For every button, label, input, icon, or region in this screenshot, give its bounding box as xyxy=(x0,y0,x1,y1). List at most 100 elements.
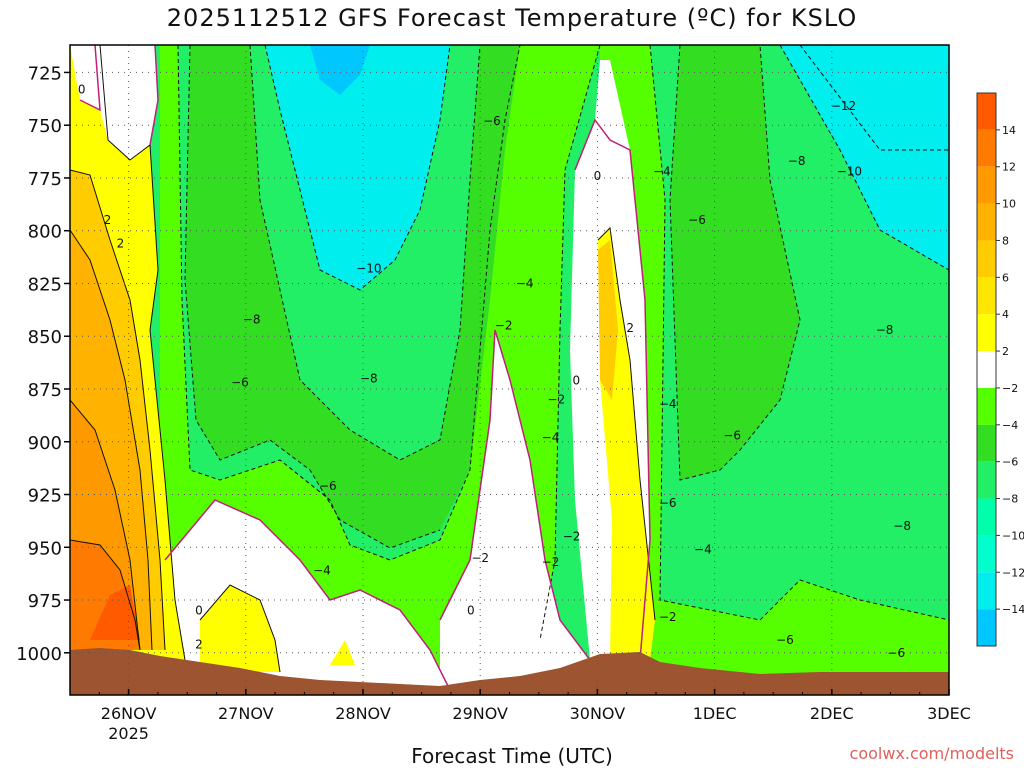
contour-neg-6 xyxy=(649,45,949,621)
contour-label: 2 xyxy=(626,321,634,335)
contour-label: −8 xyxy=(876,323,894,337)
contour-label: 0 xyxy=(594,169,602,183)
isotherm-mid xyxy=(439,329,591,661)
y-tick-label: 750 xyxy=(28,116,62,137)
contour-label: 0 xyxy=(572,374,580,388)
contour-label: −6 xyxy=(659,496,677,510)
contour-label: −4 xyxy=(542,431,560,445)
x-tick-label: 28NOV xyxy=(335,704,391,723)
zero-isotherm xyxy=(79,45,651,691)
colorbar-label: 2 xyxy=(1002,345,1009,358)
contour-pos-2 xyxy=(70,229,153,651)
terrain xyxy=(70,648,949,695)
x-tick-label: 29NOV xyxy=(452,704,508,723)
y-tick-label: 1000 xyxy=(16,644,62,665)
colorbar-label: 12 xyxy=(1002,161,1016,174)
contour-pos-4 xyxy=(70,539,141,651)
y-tick-label: 975 xyxy=(28,591,62,612)
field-cold-right xyxy=(780,45,949,270)
y-axis: 725 750 775 800 825 850 875 900 925 950 975 1000 xyxy=(16,63,70,665)
x-tick-label: 3DEC xyxy=(927,704,971,723)
contour-label: −10 xyxy=(356,262,381,276)
colorbar-label: −6 xyxy=(1002,456,1018,469)
contour-label: −2 xyxy=(659,610,677,624)
y-tick-label: 825 xyxy=(28,274,62,295)
colorbar-swatch xyxy=(977,572,996,610)
x-tick-label: 2DEC xyxy=(810,704,854,723)
isotherm-lower xyxy=(164,499,451,691)
isotherm-ridge xyxy=(574,118,651,661)
colorbar-label: 4 xyxy=(1002,308,1009,321)
y-tick-label: 950 xyxy=(28,538,62,559)
contour-label: −2 xyxy=(563,530,581,544)
contour-pos-7 xyxy=(199,584,281,673)
contour-label: −12 xyxy=(831,99,856,113)
contour-label: −2 xyxy=(471,551,489,565)
source-credit[interactable]: coolwx.com/modelts xyxy=(849,744,1014,763)
colorbar-swatch xyxy=(977,461,996,499)
y-tick-label: 875 xyxy=(28,380,62,401)
contour-neg-2 xyxy=(184,45,441,549)
contour-pos-1 xyxy=(70,169,166,651)
colorbar-swatch xyxy=(977,387,996,425)
contour-label: 0 xyxy=(78,82,86,96)
contour-label: −6 xyxy=(231,376,249,390)
contour-label: −2 xyxy=(542,555,560,569)
y-tick-label: 725 xyxy=(28,63,62,84)
contour-neg-3 xyxy=(264,45,451,291)
y-tick-label: 850 xyxy=(28,327,62,348)
contour-label: −8 xyxy=(360,371,378,385)
colorbar-label: 8 xyxy=(1002,234,1009,247)
colorbar-swatch xyxy=(977,93,996,130)
y-tick-label: 925 xyxy=(28,486,62,507)
contour-label: 0 xyxy=(467,604,475,618)
chart-title: 2025112512 GFS Forecast Temperature (ºC)… xyxy=(166,4,858,32)
field-warm-ridge-core xyxy=(598,240,618,400)
contour-label: 2 xyxy=(117,236,125,250)
colorbar-swatch xyxy=(977,203,996,241)
contour-label: −8 xyxy=(788,154,806,168)
colorbar-label: −12 xyxy=(1002,566,1024,579)
x-tick-label: 26NOV xyxy=(101,704,157,723)
contour-label: −8 xyxy=(893,519,911,533)
colorbar-swatch xyxy=(977,498,996,536)
colorbar-swatch xyxy=(977,351,996,388)
colorbar-swatch xyxy=(977,240,996,278)
contour-label: −6 xyxy=(887,646,905,660)
contour-label: 2 xyxy=(104,213,112,227)
colorbar-swatch xyxy=(977,314,996,352)
contour-neg-7 xyxy=(669,45,801,481)
colorbar-label: 6 xyxy=(1002,271,1009,284)
field-warm-pocket2 xyxy=(330,640,355,665)
colorbar-label: 14 xyxy=(1002,124,1016,137)
field-mid-left xyxy=(185,45,520,548)
colorbar-label: −2 xyxy=(1002,382,1018,395)
colorbar-swatch xyxy=(977,166,996,204)
x-tick-sublabel: 2025 xyxy=(108,724,149,743)
y-tick-label: 900 xyxy=(28,433,62,454)
field-coldest xyxy=(310,45,370,95)
field-hot-5 xyxy=(90,585,140,640)
contour-label: 2 xyxy=(195,637,203,651)
contour-label: −10 xyxy=(837,165,862,179)
contour-neg-1 xyxy=(177,45,521,561)
colorbar-swatch xyxy=(977,129,996,167)
contour-label: −6 xyxy=(776,633,794,647)
contour-label: −6 xyxy=(483,114,501,128)
x-tick-label: 27NOV xyxy=(218,704,274,723)
colorbar-label: −14 xyxy=(1002,603,1024,616)
contour-labels: 02220−8−6−6−4−10−8−6−4−2−2−4−20−2−2002−4… xyxy=(78,82,911,659)
isotherm-left xyxy=(79,45,159,146)
contour-label: −2 xyxy=(548,393,566,407)
field-mid-right xyxy=(670,45,800,480)
contour-pos-6 xyxy=(597,226,656,621)
x-tick-label: 1DEC xyxy=(693,704,737,723)
colorbar-label: 10 xyxy=(1002,198,1016,211)
contour-label: 0 xyxy=(195,604,203,618)
contour-neg-5 xyxy=(539,45,601,641)
contour-pos-3 xyxy=(70,399,141,651)
contour-label: −4 xyxy=(653,165,671,179)
colorbar-label: −10 xyxy=(1002,529,1024,542)
